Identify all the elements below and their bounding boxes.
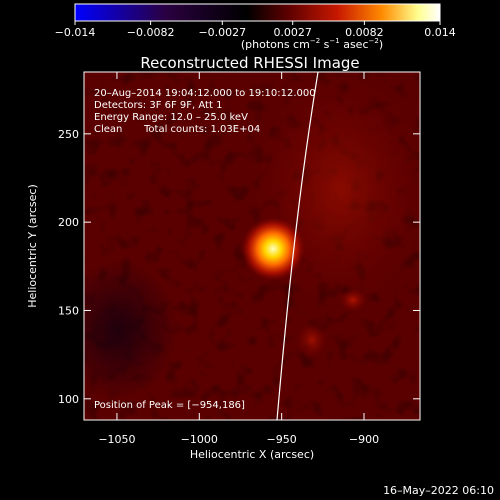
colorbar: −0.014 −0.0082 −0.0027 0.0027 0.0082 0.014 (p… [55, 3, 456, 51]
colorbar-gradient [74, 3, 441, 22]
y-tick-label: 200 [58, 216, 79, 229]
image-title: Reconstructed RHESSI Image [140, 54, 359, 72]
peak-position-label: Position of Peak = [−954,186] [94, 400, 245, 411]
energy-range-line: Energy Range: 12.0 – 25.0 keV [94, 112, 248, 123]
y-axis-label: Heliocentric Y (arcsec) [26, 184, 39, 308]
y-axis: 100 150 200 250 [58, 128, 420, 406]
y-tick-label: 100 [58, 393, 79, 406]
x-axis-label: Heliocentric X (arcsec) [190, 448, 314, 461]
rhessi-map [84, 72, 420, 420]
x-tick-label: −1000 [181, 433, 218, 446]
secondary-source [296, 322, 328, 358]
total-counts: Total counts: 1.03E+04 [143, 124, 260, 135]
colorbar-tick-label: 0.0082 [345, 26, 384, 39]
observation-info: 20–Aug–2014 19:04:12.000 to 19:10:12.000… [94, 88, 316, 135]
y-tick-label: 150 [58, 304, 79, 317]
time-range-line: 20–Aug–2014 19:04:12.000 to 19:10:12.000 [94, 88, 316, 99]
x-tick-label: −1050 [98, 433, 135, 446]
colorbar-tick-label: 0.014 [424, 26, 456, 39]
solar-limb [276, 72, 319, 420]
x-tick-label: −950 [267, 433, 297, 446]
detectors-line: Detectors: 3F 6F 9F, Att 1 [94, 100, 222, 111]
footer-date: 16–May–2022 06:10 [383, 484, 494, 497]
clean-label: Clean [94, 124, 122, 135]
colorbar-tick-label: −0.014 [55, 26, 96, 39]
x-tick-label: −900 [349, 433, 379, 446]
secondary-source [339, 288, 367, 312]
colorbar-tick-label: 0.0027 [273, 26, 312, 39]
colorbar-tick-label: −0.0027 [198, 26, 246, 39]
colorbar-unit-label: (photons cm−2 s−1 asec−2) [241, 37, 383, 51]
dark-region [84, 260, 178, 400]
x-axis: −1050 −1000 −950 −900 [98, 72, 379, 446]
y-tick-label: 250 [58, 128, 79, 141]
colorbar-tick-label: −0.0082 [127, 26, 175, 39]
colorbar-ticks: −0.014 −0.0082 −0.0027 0.0027 0.0082 0.014 [55, 21, 456, 39]
plot-frame [83, 71, 421, 421]
flare-source [241, 216, 306, 281]
